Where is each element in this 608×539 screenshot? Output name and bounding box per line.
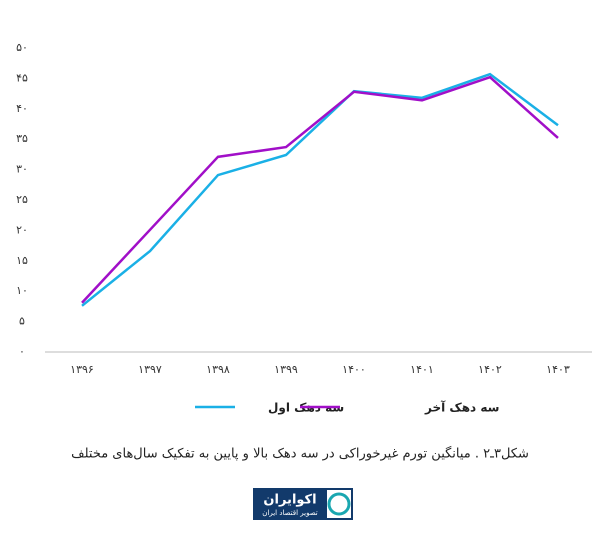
x-tick-label: ۱۴۰۲ <box>478 363 502 376</box>
y-tick-label: ۲۰ <box>16 223 28 236</box>
logo-subtitle: تصویر اقتصاد ایران <box>262 509 318 517</box>
caption: شکل۳ـ۲ . میانگین تورم غیرخوراکی در سه ده… <box>71 446 529 462</box>
x-tick-label: ۱۳۹۶ <box>70 363 94 376</box>
logo: اکوایران تصویر اقتصاد ایران <box>253 488 353 520</box>
x-tick-label: ۱۳۹۷ <box>138 363 162 376</box>
x-tick-label: ۱۳۹۸ <box>206 363 230 376</box>
y-tick-label: ۴۵ <box>16 71 28 84</box>
x-tick-label: ۱۴۰۰ <box>342 363 366 376</box>
y-tick-label: ۰ <box>19 345 25 358</box>
x-tick-label: ۱۴۰۱ <box>410 363 434 376</box>
x-tick-label: ۱۴۰۳ <box>546 363 570 376</box>
y-tick-label: ۱۵ <box>16 254 28 267</box>
y-tick-label: ۵۰ <box>16 41 28 54</box>
logo-title: اکوایران <box>263 493 316 508</box>
series-line <box>81 72 559 307</box>
y-tick-label: ۴۰ <box>16 102 28 115</box>
y-tick-label: ۱۰ <box>16 284 28 297</box>
legend-label: سه دهک آخر <box>424 400 499 415</box>
y-tick-label: ۳۰ <box>16 163 28 176</box>
logo-icon <box>327 492 351 516</box>
y-tick-label: ۵ <box>19 315 25 328</box>
y-tick-label: ۳۵ <box>16 132 28 145</box>
x-tick-label: ۱۳۹۹ <box>274 363 298 376</box>
y-tick-label: ۲۵ <box>16 193 28 206</box>
series-line <box>81 75 559 304</box>
